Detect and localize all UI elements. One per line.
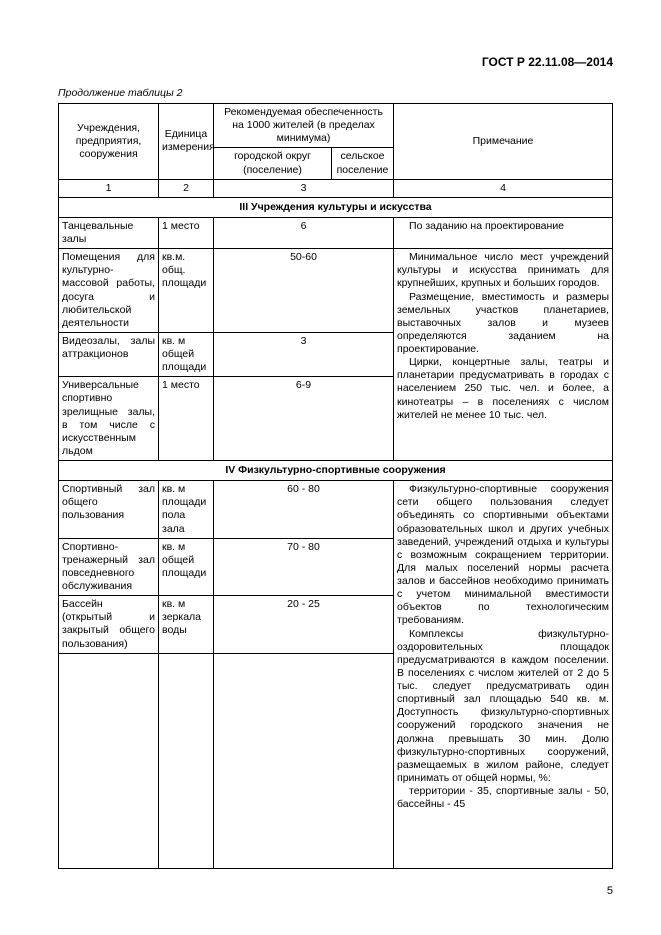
table-continuation: Продолжение таблицы 2 bbox=[58, 87, 613, 99]
s3r1c4: По заданию на проектирование bbox=[394, 217, 613, 248]
s4-empty3 bbox=[214, 653, 394, 868]
s3-note: Минимальное число мест учреждений культу… bbox=[394, 249, 613, 461]
s4-note: Физкультурно-спортивные сооружения сети … bbox=[394, 481, 613, 869]
hdr-col4: Примечание bbox=[394, 104, 613, 180]
hdr-n1: 1 bbox=[59, 179, 159, 197]
s4r2c1: Спортивно-тренажерный зал повседневного … bbox=[59, 538, 159, 596]
s3r1c3: 6 bbox=[214, 217, 394, 248]
s4r3c2: кв. м зеркала воды bbox=[159, 596, 214, 654]
s3r4c1: Универсальные спортивно зрелищные залы, … bbox=[59, 377, 159, 461]
document-code: ГОСТ Р 22.11.08—2014 bbox=[58, 55, 613, 69]
s3r2c1: Помещения для культурно-массовой работы,… bbox=[59, 249, 159, 333]
s3-note-p1: Минимальное число мест учреждений культу… bbox=[397, 251, 609, 290]
s4-note-p2: Комплексы физкультурно-оздоровительных п… bbox=[397, 628, 609, 786]
s4r3c3: 20 - 25 bbox=[214, 596, 394, 654]
s4-empty2 bbox=[159, 653, 214, 868]
s3r3c1: Видеозалы, залы аттракционов bbox=[59, 332, 159, 376]
s3r2c3: 50-60 bbox=[214, 249, 394, 333]
s3r3c3: 3 bbox=[214, 332, 394, 376]
s3r3c2: кв. м общей площади bbox=[159, 332, 214, 376]
s4r1c3: 60 - 80 bbox=[214, 481, 394, 539]
s3r2c2: кв.м. общ. площади bbox=[159, 249, 214, 333]
hdr-n2: 2 bbox=[159, 179, 214, 197]
hdr-n3: 3 bbox=[214, 179, 394, 197]
s4r1c1: Спортивный зал общего пользования bbox=[59, 481, 159, 539]
section-3-title: III Учреждения культуры и искусства bbox=[59, 197, 613, 217]
s4-empty1 bbox=[59, 653, 159, 868]
s4r2c2: кв. м общей площади bbox=[159, 538, 214, 596]
hdr-n4: 4 bbox=[394, 179, 613, 197]
hdr-col3a: городской округ (поселение) bbox=[214, 148, 332, 179]
standards-table: Учреждения, предприятия, сооружения Един… bbox=[58, 103, 613, 869]
hdr-col3b: сельское поселение bbox=[332, 148, 394, 179]
s3-note-p2: Размещение, вместимость и размеры земель… bbox=[397, 291, 609, 357]
page-number: 5 bbox=[607, 885, 613, 897]
s4-note-p1: Физкультурно-спортивные сооружения сети … bbox=[397, 483, 609, 627]
s3r1c2: 1 место bbox=[159, 217, 214, 248]
s4-note-p3: территории - 35, спортивные залы - 50, б… bbox=[397, 785, 609, 811]
hdr-col3top: Рекомендуемая обеспеченность на 1000 жит… bbox=[214, 104, 394, 148]
s4r3c1: Бассейн (открытый и закрытый общего поль… bbox=[59, 596, 159, 654]
hdr-col2: Единица измерения bbox=[159, 104, 214, 180]
s4r1c2: кв. м площади пола зала bbox=[159, 481, 214, 539]
s4r2c3: 70 - 80 bbox=[214, 538, 394, 596]
s3-note-p3: Цирки, концертные залы, театры и планета… bbox=[397, 356, 609, 422]
s3r4c3: 6-9 bbox=[214, 377, 394, 461]
s3r4c2: 1 место bbox=[159, 377, 214, 461]
s3r1c1: Танцевальные залы bbox=[59, 217, 159, 248]
section-4-title: IV Физкультурно-спортивные сооружения bbox=[59, 461, 613, 481]
hdr-col1: Учреждения, предприятия, сооружения bbox=[59, 104, 159, 180]
